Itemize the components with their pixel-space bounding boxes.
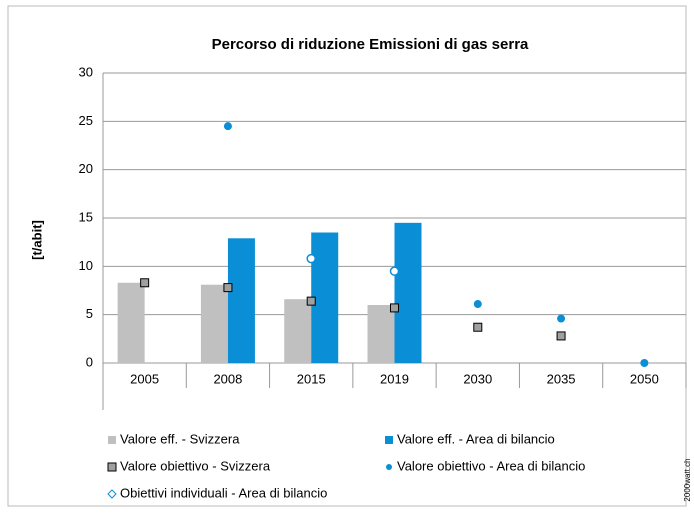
- bar: [200, 284, 228, 363]
- legend-swatch: [385, 436, 393, 444]
- x-tick-label: 2008: [213, 371, 242, 386]
- square-marker: [390, 303, 399, 313]
- legend-label: Valore eff. - Svizzera: [120, 431, 240, 446]
- bar: [227, 238, 255, 363]
- square-marker: [473, 322, 483, 332]
- dot-marker: [640, 359, 649, 367]
- legend-label: Valore obiettivo - Area di bilancio: [397, 458, 585, 473]
- x-tick-label: 2019: [380, 371, 409, 386]
- legend-swatch: [386, 464, 392, 470]
- x-tick-label: 2005: [130, 371, 159, 386]
- legend-swatch: [107, 489, 117, 499]
- y-tick-label: 25: [79, 113, 93, 128]
- square-marker: [140, 278, 150, 288]
- y-tick-label: 20: [79, 161, 93, 176]
- legend-swatch: [107, 462, 117, 472]
- square-marker: [306, 296, 316, 306]
- y-tick-label: 10: [79, 258, 93, 273]
- frame: [7, 5, 687, 507]
- legend-label: Valore eff. - Area di bilancio: [397, 431, 555, 446]
- legend-label: Obiettivi individuali - Area di bilancio: [120, 485, 327, 500]
- y-tick-label: 15: [79, 209, 93, 224]
- x-tick-label: 2035: [547, 371, 576, 386]
- open-marker: [389, 266, 400, 276]
- square-marker: [556, 331, 566, 341]
- square-marker: [223, 283, 233, 293]
- x-tick-label: 2030: [463, 371, 492, 386]
- bar: [367, 305, 395, 363]
- y-tick-label: 0: [86, 354, 93, 369]
- x-tick-label: 2050: [630, 371, 659, 386]
- y-tick-label: 30: [79, 64, 93, 79]
- bar: [117, 282, 145, 363]
- y-label: [t/abit]: [29, 220, 44, 260]
- x-tick-label: 2015: [297, 371, 326, 386]
- dot-marker: [223, 122, 232, 131]
- chart-title: Percorso di riduzione Emissioni di gas s…: [212, 36, 529, 53]
- bar: [284, 299, 312, 363]
- dot-marker: [557, 314, 566, 323]
- y-tick-label: 5: [86, 306, 93, 321]
- open-marker: [306, 253, 316, 264]
- bar: [394, 222, 422, 363]
- dot-marker: [473, 300, 482, 309]
- watermark: 2000watt.ch: [683, 458, 692, 501]
- legend-label: Valore obiettivo - Svizzera: [120, 458, 271, 473]
- legend-swatch: [108, 436, 116, 444]
